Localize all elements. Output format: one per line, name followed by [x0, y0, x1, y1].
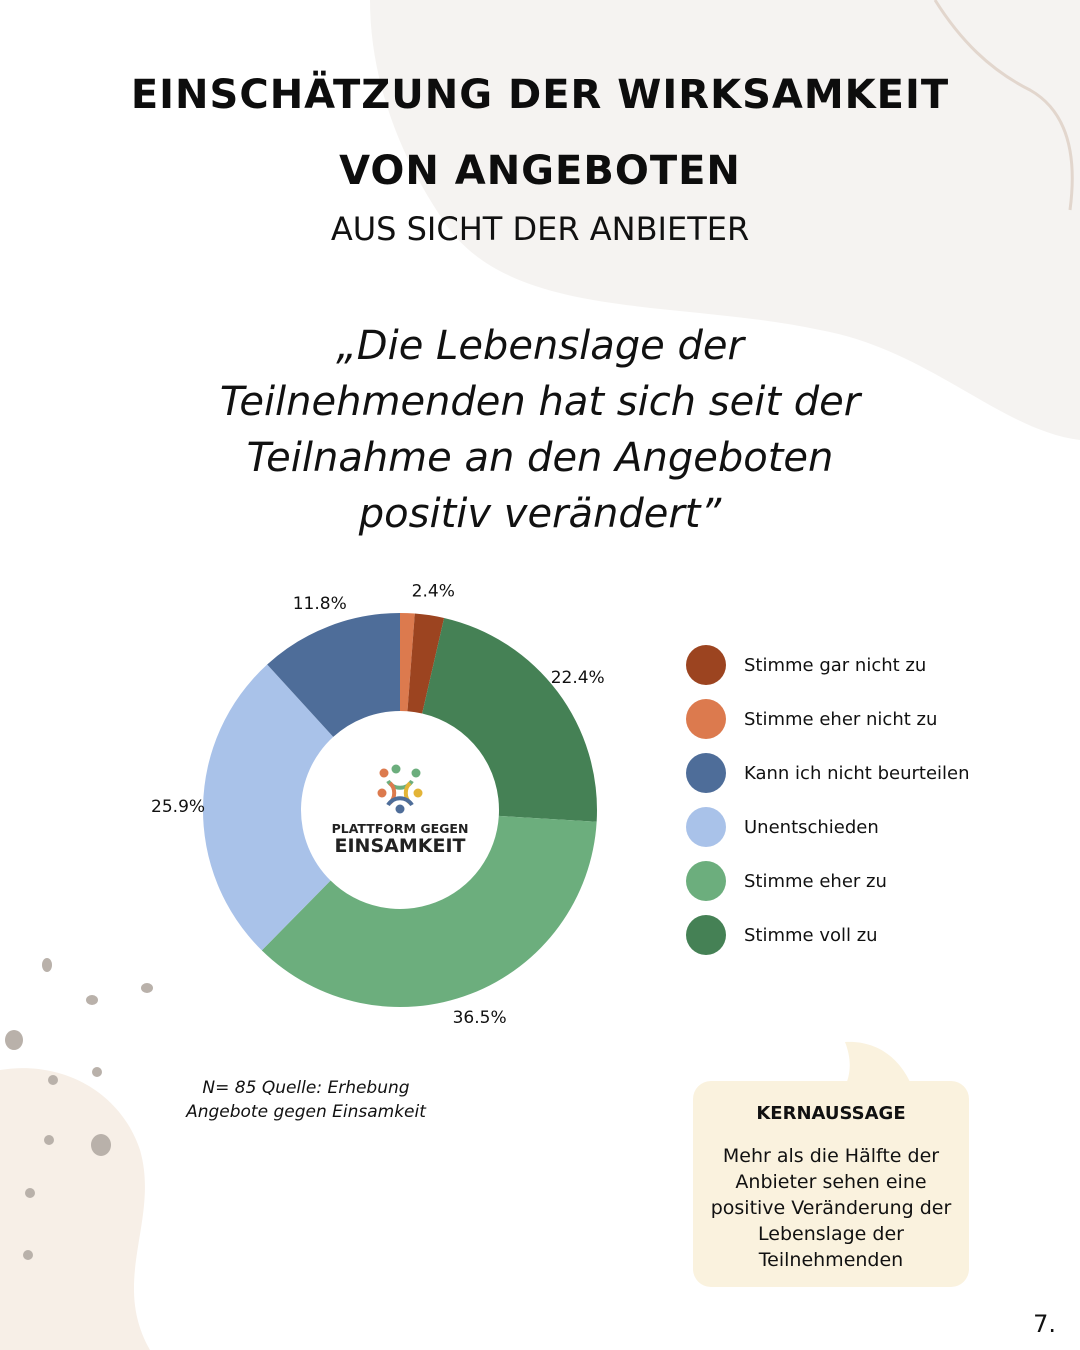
- donut-slice-unentschieden: [203, 664, 334, 951]
- legend-label: Stimme voll zu: [744, 924, 878, 946]
- survey-statement: „Die Lebenslage der Teilnehmenden hat si…: [160, 318, 920, 542]
- survey-statement-line: Teilnahme an den Angeboten: [246, 435, 834, 481]
- decorative-dots: [5, 958, 153, 1260]
- legend-item: Unentschieden: [686, 807, 1066, 847]
- legend-label: Unentschieden: [744, 816, 879, 838]
- donut-data-label: 2.4%: [412, 582, 455, 602]
- legend-label: Stimme eher nicht zu: [744, 708, 938, 730]
- survey-statement-line: „Die Lebenslage der: [336, 323, 744, 369]
- donut-slice-stimme-voll-zu: [422, 617, 597, 822]
- legend-item: Kann ich nicht beurteilen: [686, 753, 1066, 793]
- page-title-line2: VON ANGEBOTEN: [339, 148, 741, 194]
- donut-data-label: 36.5%: [453, 1008, 507, 1028]
- key-message-line: Anbieter sehen eine: [735, 1171, 927, 1193]
- source-note: N= 85 Quelle: Erhebung Angebote gegen Ei…: [170, 1076, 442, 1124]
- donut-labels: 2.4% 22.4% 36.5% 25.9% 11.8%: [151, 582, 605, 1029]
- donut-slice-stimme-eher-nicht-zu: [400, 613, 415, 712]
- donut-data-label: 25.9%: [151, 797, 205, 817]
- survey-statement-line: positiv verändert”: [358, 491, 722, 537]
- page-number: 7.: [1033, 1310, 1056, 1338]
- survey-statement-line: Teilnehmenden hat sich seit der: [219, 379, 861, 425]
- key-message-box: KERNAUSSAGE Mehr als die Hälfte der Anbi…: [693, 1081, 969, 1287]
- platform-logo: PLATTFORM GEGEN EINSAMKEIT: [332, 764, 469, 857]
- donut-slice-stimme-gar-nicht-zu: [407, 613, 445, 714]
- chart-legend: Stimme gar nicht zu Stimme eher nicht zu…: [686, 645, 1066, 969]
- legend-label: Kann ich nicht beurteilen: [744, 762, 970, 784]
- background-blob-bottom-left: [0, 1068, 150, 1350]
- platform-logo-line1: PLATTFORM GEGEN: [332, 821, 469, 836]
- donut-slices: [203, 613, 597, 1007]
- legend-item: Stimme eher nicht zu: [686, 699, 1066, 739]
- legend-swatch: [686, 699, 726, 739]
- background-blob-top-right: [370, 0, 1080, 440]
- page-title-line1: EINSCHÄTZUNG DER WIRKSAMKEIT: [130, 72, 950, 118]
- legend-swatch: [686, 645, 726, 685]
- donut-slice-stimme-eher-zu: [261, 815, 597, 1007]
- key-message-heading: KERNAUSSAGE: [756, 1103, 906, 1124]
- donut-chart: 2.4% 22.4% 36.5% 25.9% 11.8% PLATTFORM GEGEN…: [151, 582, 605, 1029]
- donut-slice-kann-ich-nicht-beurteilen: [267, 613, 400, 737]
- legend-label: Stimme gar nicht zu: [744, 654, 927, 676]
- legend-swatch: [686, 807, 726, 847]
- key-message-line: positive Veränderung der: [710, 1197, 952, 1219]
- key-message-line: Teilnehmenden: [758, 1249, 904, 1271]
- legend-swatch: [686, 861, 726, 901]
- legend-item: Stimme eher zu: [686, 861, 1066, 901]
- legend-label: Stimme eher zu: [744, 870, 887, 892]
- platform-logo-icon: [377, 764, 423, 814]
- page-subtitle: AUS SICHT DER ANBIETER: [330, 210, 750, 248]
- legend-swatch: [686, 915, 726, 955]
- key-message-line: Lebenslage der: [758, 1223, 904, 1245]
- donut-data-label: 11.8%: [293, 594, 347, 614]
- key-message-line: Mehr als die Hälfte der: [722, 1145, 940, 1167]
- legend-item: Stimme voll zu: [686, 915, 1066, 955]
- source-note-line: N= 85 Quelle: Erhebung: [202, 1078, 410, 1098]
- platform-logo-line2: EINSAMKEIT: [335, 835, 466, 857]
- legend-item: Stimme gar nicht zu: [686, 645, 1066, 685]
- source-note-line: Angebote gegen Einsamkeit: [186, 1102, 426, 1122]
- background-line-top-right: [933, 0, 1074, 211]
- key-message-text: Mehr als die Hälfte der Anbieter sehen e…: [705, 1143, 957, 1273]
- legend-swatch: [686, 753, 726, 793]
- donut-data-label: 22.4%: [551, 668, 605, 688]
